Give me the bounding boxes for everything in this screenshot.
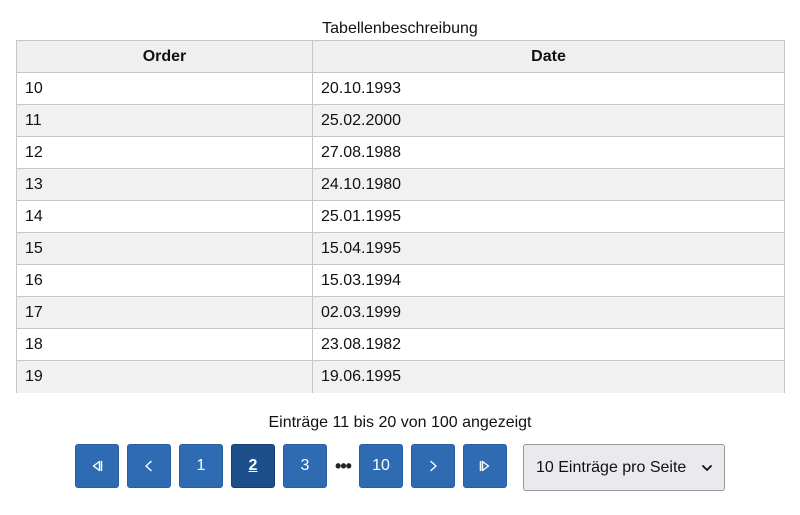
page-size-selected: 10 Einträge pro Seite (536, 458, 687, 476)
order-cell: 18 (16, 328, 313, 361)
next-page-button[interactable] (411, 444, 455, 488)
date-cell: 24.10.1980 (312, 168, 785, 201)
table-header-row: Order Date (16, 40, 785, 73)
date-cell: 25.01.1995 (312, 200, 785, 233)
pagination-ellipsis: ••• (335, 455, 352, 476)
order-cell: 16 (16, 264, 313, 297)
order-cell: 19 (16, 360, 313, 393)
chevron-left-icon (143, 460, 155, 472)
column-header-order[interactable]: Order (16, 40, 313, 73)
date-cell: 20.10.1993 (312, 72, 785, 105)
first-page-button[interactable] (75, 444, 119, 488)
page-button-1[interactable]: 1 (179, 444, 223, 488)
page-button-3[interactable]: 3 (283, 444, 327, 488)
order-cell: 12 (16, 136, 313, 169)
date-cell: 15.04.1995 (312, 232, 785, 265)
chevron-down-icon (702, 459, 712, 477)
page-button-2-current[interactable]: 2 (231, 444, 275, 488)
page-size-select[interactable]: 10 Einträge pro Seite (523, 444, 725, 491)
table-row: 14 25.01.1995 (16, 200, 785, 233)
entries-info: Einträge 11 bis 20 von 100 angezeigt (268, 414, 532, 431)
table-row: 18 23.08.1982 (16, 328, 785, 361)
date-cell: 25.02.2000 (312, 104, 785, 137)
column-header-date[interactable]: Date (312, 40, 785, 73)
table-row: 17 02.03.1999 (16, 296, 785, 329)
last-page-button[interactable] (463, 444, 507, 488)
table-row: 13 24.10.1980 (16, 168, 785, 201)
date-cell: 23.08.1982 (312, 328, 785, 361)
order-cell: 11 (16, 104, 313, 137)
table-row: 19 19.06.1995 (16, 360, 785, 393)
date-cell: 15.03.1994 (312, 264, 785, 297)
date-cell: 02.03.1999 (312, 296, 785, 329)
table-row: 12 27.08.1988 (16, 136, 785, 169)
table-row: 11 25.02.2000 (16, 104, 785, 137)
chevron-right-icon (427, 460, 439, 472)
date-cell: 27.08.1988 (312, 136, 785, 169)
order-cell: 17 (16, 296, 313, 329)
data-table: Order Date 10 20.10.1993 11 25.02.2000 1… (16, 40, 785, 393)
order-cell: 14 (16, 200, 313, 233)
order-cell: 10 (16, 72, 313, 105)
first-page-icon (90, 459, 104, 473)
order-cell: 13 (16, 168, 313, 201)
table-row: 10 20.10.1993 (16, 72, 785, 105)
last-page-icon (478, 459, 492, 473)
page-button-10[interactable]: 10 (359, 444, 403, 488)
table-row: 16 15.03.1994 (16, 264, 785, 297)
table-row: 15 15.04.1995 (16, 232, 785, 265)
order-cell: 15 (16, 232, 313, 265)
date-cell: 19.06.1995 (312, 360, 785, 393)
previous-page-button[interactable] (127, 444, 171, 488)
table-caption: Tabellenbeschreibung (322, 20, 478, 37)
